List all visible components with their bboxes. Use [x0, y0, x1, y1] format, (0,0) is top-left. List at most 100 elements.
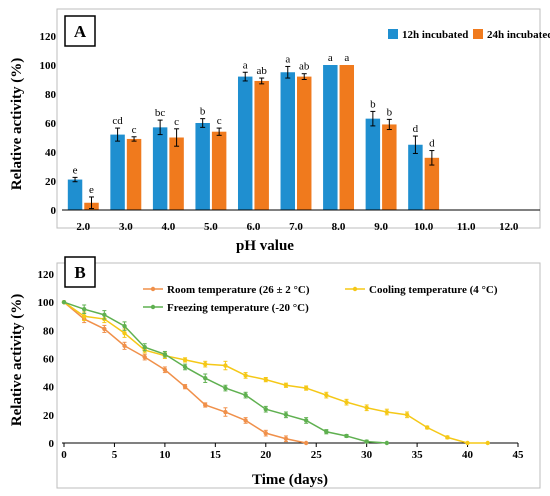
panel-b-letter: B	[74, 263, 85, 282]
significance-label: b	[387, 106, 393, 118]
data-point	[162, 352, 168, 357]
panel-b-y-tick-label: 100	[38, 297, 55, 309]
panel-b-x-tick-label: 45	[513, 449, 525, 461]
significance-label: cd	[112, 115, 123, 127]
significance-label: ab	[299, 61, 310, 73]
data-point	[465, 440, 470, 446]
data-point	[142, 354, 147, 360]
data-point	[243, 418, 248, 423]
panel-b-line-chart: B 0 20 40 60 80 100 120 0 5 10 15 20 25 30 35 40 45 Tim…	[9, 256, 541, 489]
panel-b-y-tick-label: 0	[49, 438, 55, 450]
panel-a-y-tick-label: 80	[45, 89, 57, 101]
significance-label: d	[429, 138, 435, 150]
data-point	[223, 363, 228, 368]
bar	[297, 76, 312, 210]
data-point	[182, 357, 188, 363]
bar	[280, 72, 295, 210]
data-point	[182, 364, 188, 370]
data-point	[243, 373, 248, 378]
panel-b-y-tick-label: 120	[38, 269, 55, 281]
legend-swatch-12h	[388, 29, 398, 39]
panel-b-y-ticks: 0 20 40 60 80 100 120	[38, 269, 55, 450]
panel-b-x-tick-label: 0	[61, 449, 67, 461]
data-point	[364, 405, 369, 410]
panel-b-x-tick-label: 20	[260, 449, 272, 461]
significance-label: b	[370, 98, 376, 110]
significance-label: b	[200, 106, 206, 118]
panel-a-x-tick-label: 10.0	[414, 221, 434, 233]
significance-label: e	[73, 164, 78, 176]
data-point	[283, 383, 289, 388]
legend-label-24h: 24h incubated	[487, 29, 550, 41]
panel-a-x-label: pH value	[236, 238, 294, 254]
data-point	[122, 323, 127, 329]
data-point	[485, 440, 490, 446]
data-point	[384, 409, 390, 415]
panel-b-x-tick-label: 30	[361, 449, 373, 461]
bar	[382, 124, 397, 210]
bar	[110, 134, 125, 210]
panel-a-x-tick-label: 3.0	[119, 221, 133, 233]
bar	[339, 65, 355, 210]
data-point	[445, 435, 450, 440]
panel-b-legend: Room temperature (26 ± 2 °C) Cooling tem…	[143, 284, 498, 314]
panel-b-x-label: Time (days)	[252, 472, 328, 488]
series-line-1	[63, 301, 488, 444]
data-point	[324, 429, 329, 434]
bar	[254, 80, 269, 210]
panel-b-x-tick-label: 35	[412, 449, 424, 461]
panel-a-x-ticks: 2.0 3.0 4.0 5.0 6.0 7.0 8.0 9.0 10.0 11.0 12.0	[76, 221, 518, 233]
panel-a-x-tick-label: 6.0	[247, 221, 261, 233]
panel-a-legend: 12h incubated 24h incubated	[388, 29, 550, 41]
data-point	[102, 312, 107, 318]
panel-a-error-bars	[72, 65, 435, 210]
legend-swatch-24h	[473, 29, 483, 39]
data-point	[263, 377, 268, 382]
data-point	[364, 439, 369, 444]
panel-a-y-tick-label: 120	[40, 31, 57, 43]
panel-a-x-tick-label: 4.0	[161, 221, 175, 233]
data-point	[203, 376, 208, 381]
data-point	[303, 418, 309, 423]
legend-marker-room	[150, 286, 156, 292]
series-line-2	[63, 301, 387, 444]
panel-b-series	[61, 299, 490, 446]
panel-b-x-ticks: 0 5 10 15 20 25 30 35 40 45	[61, 443, 524, 461]
panel-b-letter-box	[64, 256, 96, 288]
panel-a-y-tick-label: 40	[45, 147, 57, 159]
panel-a-y-tick-label: 20	[45, 176, 57, 188]
bar	[323, 65, 338, 210]
data-point	[243, 392, 248, 398]
panel-a-y-tick-label: 100	[40, 60, 57, 72]
significance-label: c	[174, 116, 179, 128]
legend-label-cooling: Cooling temperature (4 °C)	[369, 284, 498, 296]
data-point	[303, 440, 309, 446]
data-point	[203, 402, 208, 408]
bar	[126, 138, 142, 210]
bar	[424, 157, 440, 210]
panel-a-x-tick-label: 2.0	[76, 221, 90, 233]
bar	[195, 123, 210, 210]
bar	[365, 118, 381, 210]
panel-b-y-tick-label: 40	[43, 382, 55, 394]
data-point	[61, 299, 67, 305]
data-point	[182, 384, 188, 389]
data-point	[102, 326, 107, 332]
legend-label-room: Room temperature (26 ± 2 °C)	[167, 284, 310, 296]
data-point	[263, 407, 268, 412]
data-point	[283, 436, 289, 441]
significance-label: a	[328, 52, 333, 64]
bar	[169, 137, 184, 210]
data-point	[223, 409, 228, 415]
data-point	[223, 385, 228, 391]
panel-a-frame	[56, 8, 541, 229]
significance-label: e	[89, 184, 94, 196]
panel-b-y-tick-label: 80	[43, 325, 55, 337]
data-point	[303, 385, 309, 391]
data-point	[162, 367, 168, 372]
bar	[152, 127, 168, 210]
panel-a-y-tick-label: 0	[51, 205, 57, 217]
significance-label: ab	[256, 65, 267, 77]
